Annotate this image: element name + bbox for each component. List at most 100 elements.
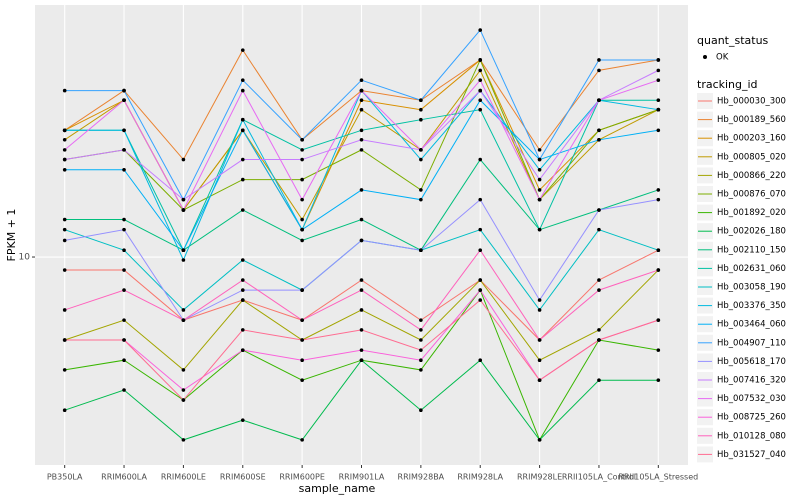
- legend-label: Hb_007532_030: [717, 394, 786, 404]
- data-point: [359, 238, 364, 243]
- data-point: [300, 318, 304, 322]
- data-point: [597, 378, 601, 383]
- data-point: [300, 177, 304, 182]
- data-point: [419, 188, 423, 192]
- data-point: [478, 227, 483, 232]
- data-point: [537, 177, 542, 182]
- legend-title: tracking_id: [697, 78, 758, 91]
- y-axis-title: FPKM + 1: [5, 209, 18, 262]
- data-point: [62, 148, 67, 152]
- data-point: [240, 117, 245, 122]
- data-point: [656, 58, 661, 62]
- data-point: [62, 227, 67, 232]
- data-point: [300, 148, 304, 152]
- data-point: [181, 157, 186, 162]
- data-point: [62, 88, 67, 93]
- data-point: [62, 238, 67, 243]
- data-point: [537, 148, 542, 152]
- data-point: [597, 128, 601, 133]
- legend-label: Hb_008725_260: [717, 413, 786, 423]
- data-point: [300, 288, 304, 292]
- x-tick-label: RRIM600LE: [161, 473, 206, 482]
- data-point: [240, 288, 245, 292]
- legend-label: Hb_005618_170: [717, 357, 786, 367]
- data-point: [537, 298, 542, 302]
- x-tick-label: RRII105LA_Control: [562, 473, 636, 482]
- data-point: [122, 358, 126, 363]
- data-point: [597, 227, 601, 232]
- data-point: [122, 248, 126, 252]
- data-point: [419, 338, 423, 342]
- data-point: [537, 227, 542, 232]
- data-point: [240, 278, 245, 282]
- data-point: [181, 398, 186, 402]
- legend-label: Hb_003058_190: [717, 283, 786, 293]
- data-point: [300, 227, 304, 232]
- data-point: [419, 197, 423, 202]
- legend-label: Hb_031527_040: [717, 450, 786, 460]
- legend-label: Hb_000866_220: [717, 171, 786, 181]
- data-point: [62, 138, 67, 142]
- data-point: [597, 278, 601, 282]
- data-point: [181, 318, 186, 322]
- data-point: [537, 197, 542, 202]
- data-point: [478, 248, 483, 252]
- data-point: [359, 328, 364, 332]
- data-point: [122, 338, 126, 342]
- data-point: [62, 308, 67, 312]
- data-point: [122, 98, 126, 103]
- data-point: [597, 208, 601, 212]
- data-point: [181, 248, 186, 252]
- data-point: [240, 78, 245, 82]
- data-point: [419, 358, 423, 363]
- data-point: [240, 128, 245, 133]
- data-point: [181, 308, 186, 312]
- data-point: [597, 98, 601, 103]
- data-point: [240, 208, 245, 212]
- data-point: [359, 348, 364, 352]
- data-point: [597, 58, 601, 62]
- data-point: [240, 348, 245, 352]
- legend-label: Hb_002026_180: [717, 227, 786, 237]
- data-point: [240, 298, 245, 302]
- data-point: [240, 48, 245, 52]
- data-point: [478, 197, 483, 202]
- data-point: [122, 318, 126, 322]
- data-point: [181, 197, 186, 202]
- data-point: [478, 298, 483, 302]
- data-point: [359, 308, 364, 312]
- x-tick-label: RRIM928LE: [517, 473, 562, 482]
- data-point: [478, 98, 483, 103]
- data-point: [62, 268, 67, 272]
- data-point: [537, 438, 542, 442]
- data-point: [359, 148, 364, 152]
- data-point: [537, 167, 542, 172]
- legend-label: Hb_000030_300: [717, 97, 786, 107]
- data-point: [419, 107, 423, 112]
- data-point: [478, 107, 483, 112]
- data-point: [122, 128, 126, 133]
- data-point: [656, 78, 661, 82]
- data-point: [478, 157, 483, 162]
- data-point: [359, 107, 364, 112]
- legend-label: Hb_004907_110: [717, 338, 786, 348]
- data-point: [537, 358, 542, 363]
- data-point: [240, 418, 245, 422]
- legend-label: Hb_010128_080: [717, 431, 786, 441]
- data-point: [359, 78, 364, 82]
- data-point: [181, 258, 186, 262]
- data-point: [300, 438, 304, 442]
- data-point: [478, 278, 483, 282]
- data-point: [537, 378, 542, 383]
- data-point: [419, 117, 423, 122]
- data-point: [656, 268, 661, 272]
- data-point: [656, 68, 661, 73]
- data-point: [478, 88, 483, 93]
- data-point: [478, 288, 483, 292]
- data-point: [359, 98, 364, 103]
- data-point: [359, 138, 364, 142]
- data-point: [359, 217, 364, 222]
- data-point: [62, 338, 67, 342]
- data-point: [359, 358, 364, 363]
